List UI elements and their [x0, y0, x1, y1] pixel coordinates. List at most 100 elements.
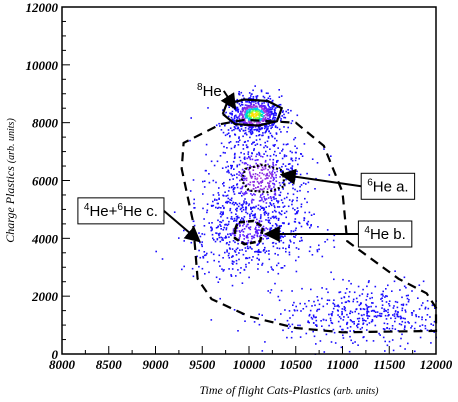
data-point: [257, 121, 259, 123]
data-point: [304, 197, 306, 200]
data-point: [248, 256, 251, 259]
data-point: [286, 131, 288, 133]
data-point: [263, 214, 266, 216]
data-point: [381, 297, 383, 299]
data-point: [430, 323, 432, 325]
data-point: [348, 295, 350, 298]
data-point: [216, 202, 219, 205]
data-point: [259, 163, 262, 165]
data-point: [201, 233, 203, 235]
data-point: [359, 328, 362, 330]
data-point: [272, 144, 275, 147]
data-point: [337, 310, 339, 312]
data-point: [410, 327, 412, 329]
data-point: [203, 233, 206, 236]
data-point: [254, 115, 257, 117]
data-point: [405, 294, 408, 297]
data-point: [265, 198, 268, 200]
data-point: [302, 182, 305, 184]
annotation-label: 4He b.: [364, 225, 405, 243]
data-point: [399, 315, 402, 318]
data-point: [278, 128, 281, 131]
data-point: [266, 237, 268, 240]
data-point: [368, 315, 371, 317]
data-point: [248, 101, 251, 104]
data-point: [256, 178, 258, 181]
data-point: [229, 207, 232, 210]
data-point: [346, 288, 348, 290]
data-point: [292, 199, 294, 201]
data-point: [271, 224, 274, 227]
data-point: [227, 254, 230, 257]
data-point: [388, 303, 390, 305]
data-point: [262, 115, 265, 117]
data-point: [333, 246, 336, 248]
data-point: [229, 178, 231, 181]
data-point: [246, 220, 248, 223]
data-point: [293, 220, 296, 223]
data-point: [234, 134, 237, 136]
data-point: [295, 227, 297, 230]
data-point: [344, 309, 347, 312]
data-point: [211, 227, 213, 230]
data-point: [314, 304, 316, 307]
data-point: [277, 254, 279, 256]
data-point: [366, 285, 368, 288]
data-point: [400, 323, 403, 326]
data-point: [240, 173, 243, 176]
data-point: [263, 102, 265, 104]
data-point: [386, 323, 389, 325]
data-point: [250, 112, 252, 115]
data-point: [248, 114, 250, 116]
data-point: [263, 212, 266, 214]
data-point: [272, 118, 274, 120]
data-point: [267, 109, 270, 111]
data-point: [315, 324, 318, 326]
data-point: [269, 114, 271, 117]
data-point: [277, 236, 279, 238]
data-point: [203, 225, 206, 227]
data-point: [267, 110, 270, 113]
data-point: [238, 174, 240, 176]
data-point: [234, 251, 237, 253]
data-point: [239, 225, 241, 227]
data-point: [360, 302, 362, 304]
data-point: [280, 199, 283, 201]
data-point: [228, 220, 230, 223]
data-point: [292, 193, 295, 196]
data-point: [289, 163, 291, 165]
data-point: [258, 154, 261, 156]
data-point: [330, 319, 332, 322]
data-point: [203, 180, 206, 182]
data-point: [348, 350, 351, 353]
x-tick-label: 11500: [373, 357, 405, 372]
data-point: [155, 250, 157, 253]
data-point: [220, 215, 222, 218]
data-point: [278, 241, 281, 243]
x-tick-label: 10000: [233, 357, 266, 372]
data-point: [300, 203, 303, 206]
data-point: [385, 301, 388, 303]
data-point: [287, 112, 290, 114]
data-point: [263, 173, 265, 176]
data-point: [233, 193, 236, 195]
data-point: [246, 112, 249, 115]
data-point: [258, 226, 260, 228]
data-point: [254, 85, 256, 87]
data-point: [254, 216, 257, 219]
data-point: [243, 216, 246, 218]
data-point: [267, 104, 270, 107]
data-point: [268, 118, 270, 120]
data-point: [408, 322, 410, 324]
data-point: [350, 339, 352, 342]
data-point: [293, 138, 295, 141]
data-point: [233, 220, 235, 222]
data-point: [242, 203, 244, 206]
data-point: [238, 224, 241, 226]
data-point: [308, 250, 311, 253]
data-point: [247, 183, 250, 185]
data-point: [261, 179, 264, 182]
data-point: [291, 200, 293, 203]
data-point: [283, 154, 286, 156]
data-point: [229, 135, 231, 138]
